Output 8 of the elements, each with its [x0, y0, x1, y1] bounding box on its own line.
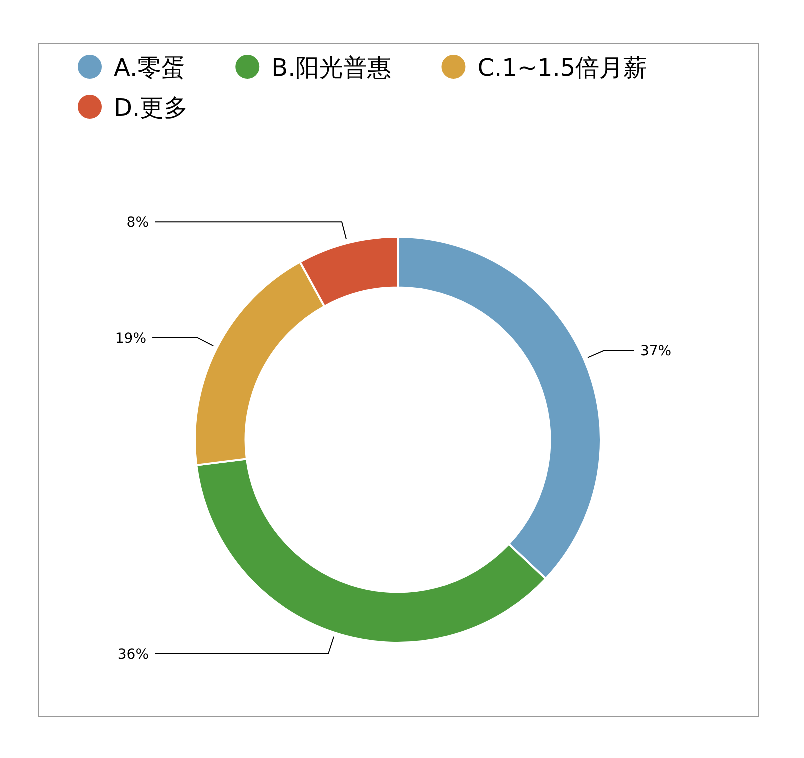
data-label: 8% — [126, 215, 149, 232]
data-label: 36% — [118, 646, 149, 663]
legend-label: A.零蛋 — [114, 54, 186, 82]
legend-label: B.阳光普惠 — [272, 54, 392, 82]
legend-label: C.1~1.5倍月薪 — [478, 54, 648, 82]
legend-label: D.更多 — [114, 94, 188, 122]
data-label: 19% — [115, 330, 147, 347]
data-label: 37% — [640, 344, 672, 360]
